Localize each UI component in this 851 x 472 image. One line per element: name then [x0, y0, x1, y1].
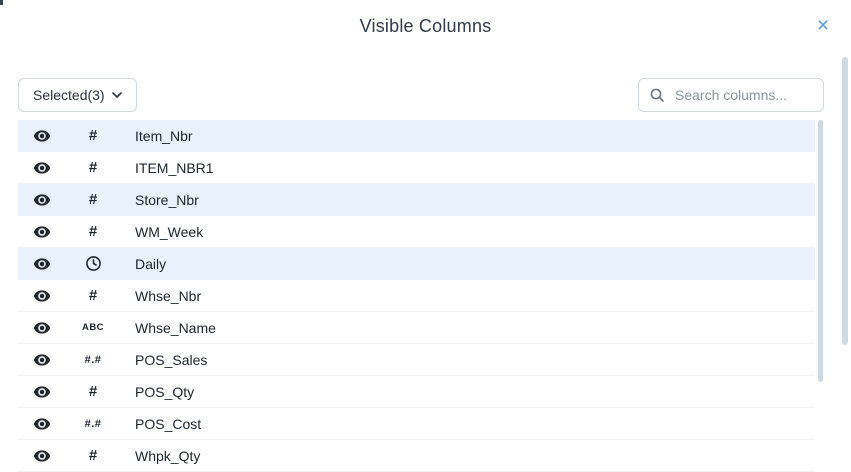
visibility-eye-icon[interactable]	[33, 351, 51, 369]
page-scrollbar[interactable]	[842, 57, 848, 345]
column-row[interactable]: ABC Whse_Name	[18, 312, 815, 344]
number-type-icon: #	[88, 223, 98, 240]
list-scrollbar[interactable]	[818, 120, 823, 382]
column-label: Whse_Name	[135, 319, 216, 336]
visibility-eye-icon[interactable]	[33, 319, 51, 337]
toolbar: Selected(3)	[18, 78, 824, 112]
number-type-icon: #	[88, 383, 98, 400]
search-icon	[649, 87, 665, 103]
screen-corner-artifact	[0, 0, 3, 5]
visibility-eye-icon[interactable]	[33, 191, 51, 209]
text-type-icon: ABC	[81, 322, 105, 333]
column-label: ITEM_NBR1	[135, 159, 214, 176]
visibility-eye-icon[interactable]	[33, 159, 51, 177]
number-type-icon: #	[88, 159, 98, 176]
chevron-down-icon	[111, 92, 122, 98]
selected-dropdown-label: Selected(3)	[33, 87, 105, 103]
decimal-type-icon: #.#	[84, 417, 102, 430]
search-box[interactable]	[638, 78, 824, 112]
number-type-icon: #	[88, 447, 98, 464]
column-row[interactable]: # Store_Nbr	[18, 184, 815, 216]
close-icon[interactable]: ×	[816, 14, 830, 37]
column-row[interactable]: #.# POS_Sales	[18, 344, 815, 376]
visibility-eye-icon[interactable]	[33, 127, 51, 145]
column-label: Item_Nbr	[135, 127, 193, 144]
page-title: Visible Columns	[359, 16, 492, 36]
column-row[interactable]: # Whse_Nbr	[18, 280, 815, 312]
visibility-eye-icon[interactable]	[33, 223, 51, 241]
column-row[interactable]: # POS_Qty	[18, 376, 815, 408]
visibility-eye-icon[interactable]	[33, 255, 51, 273]
visibility-eye-icon[interactable]	[33, 383, 51, 401]
number-type-icon: #	[88, 127, 98, 144]
column-label: POS_Qty	[135, 383, 195, 400]
column-row[interactable]: # Item_Nbr	[18, 120, 815, 152]
column-label: POS_Cost	[135, 415, 202, 432]
search-input[interactable]	[673, 86, 813, 104]
visibility-eye-icon[interactable]	[33, 447, 51, 465]
visibility-eye-icon[interactable]	[33, 287, 51, 305]
number-type-icon: #	[88, 287, 98, 304]
column-row[interactable]: # WM_Week	[18, 216, 815, 248]
column-label: POS_Sales	[135, 351, 208, 368]
column-row[interactable]: # ITEM_NBR1	[18, 152, 815, 184]
decimal-type-icon: #.#	[84, 353, 102, 366]
dialog-header: Visible Columns ×	[0, 0, 851, 56]
column-list: # Item_Nbr # ITEM_NBR1 # Store_Nbr # WM_Week Dai…	[18, 120, 815, 472]
time-type-icon	[73, 255, 113, 272]
column-label: Store_Nbr	[135, 191, 199, 208]
selected-dropdown[interactable]: Selected(3)	[18, 78, 137, 112]
column-label: Whpk_Qty	[135, 447, 201, 464]
column-label: Whse_Nbr	[135, 287, 202, 304]
visibility-eye-icon[interactable]	[33, 415, 51, 433]
column-row[interactable]: Daily	[18, 248, 815, 280]
column-label: Daily	[135, 255, 167, 272]
column-row[interactable]: # Whpk_Qty	[18, 440, 815, 472]
column-row[interactable]: #.# POS_Cost	[18, 408, 815, 440]
number-type-icon: #	[88, 191, 98, 208]
column-label: WM_Week	[135, 223, 204, 240]
